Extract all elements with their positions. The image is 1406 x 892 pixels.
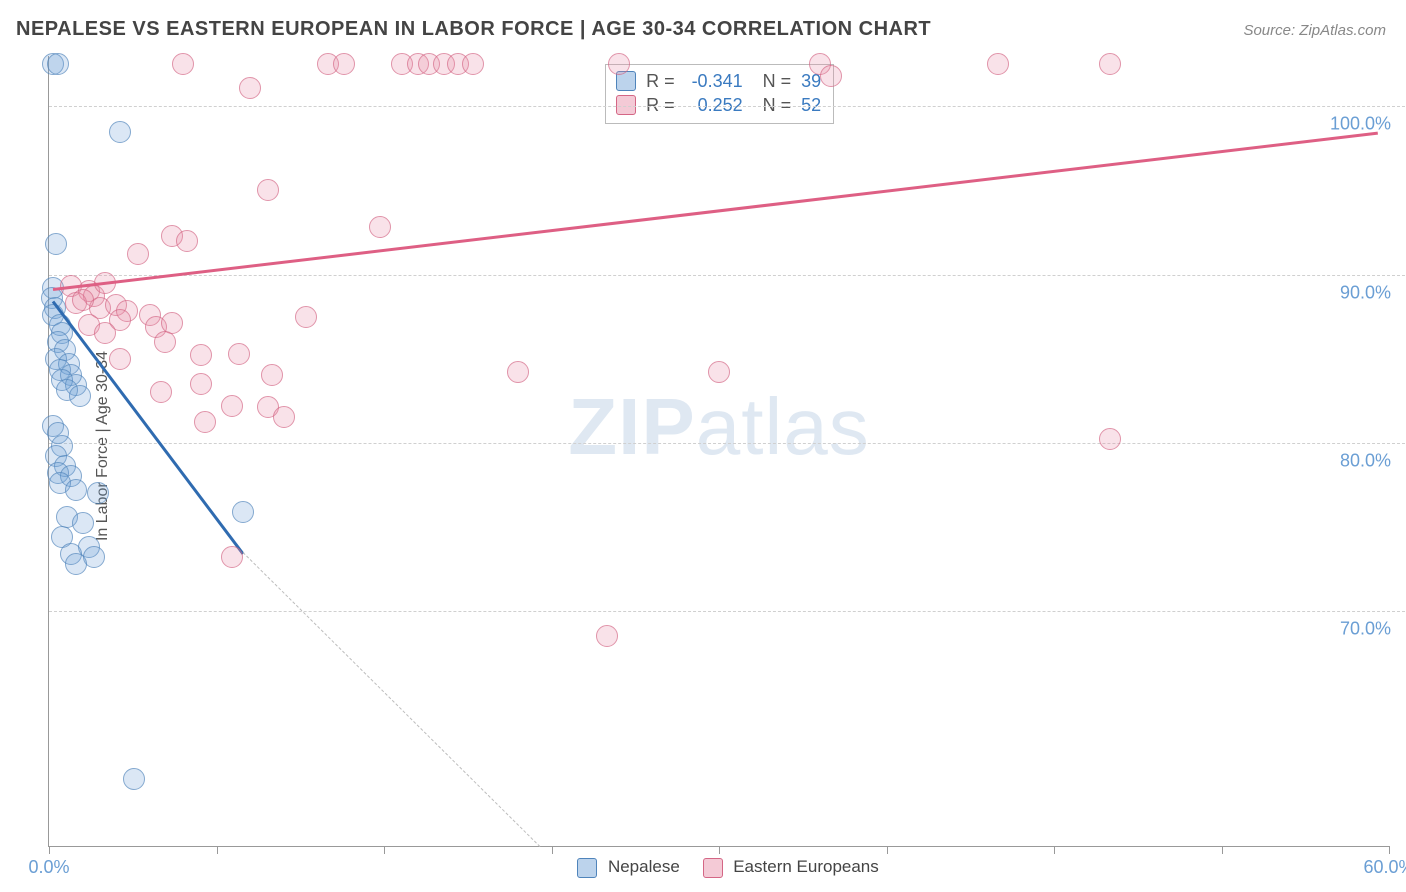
legend-r-value: -0.341 bbox=[685, 71, 743, 92]
legend-series-label: Nepalese bbox=[603, 857, 684, 876]
correlation-legend: R =-0.341N =39R =0.252N =52 bbox=[605, 64, 834, 124]
nepalese-point bbox=[65, 553, 87, 575]
eastern-europeans-point bbox=[109, 348, 131, 370]
eastern-europeans-point bbox=[239, 77, 261, 99]
trend-line bbox=[243, 552, 541, 847]
nepalese-point bbox=[47, 53, 69, 75]
x-tick bbox=[384, 846, 385, 854]
y-tick-label: 80.0% bbox=[1340, 450, 1391, 471]
eastern-europeans-point bbox=[261, 364, 283, 386]
legend-swatch bbox=[616, 95, 636, 115]
eastern-europeans-point bbox=[295, 306, 317, 328]
nepalese-point bbox=[69, 385, 91, 407]
nepalese-point bbox=[87, 482, 109, 504]
eastern-europeans-point bbox=[72, 289, 94, 311]
eastern-europeans-point bbox=[333, 53, 355, 75]
watermark: ZIPatlas bbox=[568, 381, 869, 473]
eastern-europeans-point bbox=[150, 381, 172, 403]
x-tick bbox=[552, 846, 553, 854]
nepalese-point bbox=[109, 121, 131, 143]
legend-n-label: N = bbox=[763, 95, 792, 116]
eastern-europeans-point bbox=[820, 65, 842, 87]
x-tick bbox=[217, 846, 218, 854]
nepalese-point bbox=[232, 501, 254, 523]
legend-n-value: 52 bbox=[801, 95, 821, 116]
watermark-bold: ZIP bbox=[568, 382, 695, 471]
x-tick bbox=[887, 846, 888, 854]
x-tick bbox=[719, 846, 720, 854]
gridline bbox=[49, 611, 1405, 612]
x-tick-label: 60.0% bbox=[1363, 857, 1406, 878]
eastern-europeans-point bbox=[462, 53, 484, 75]
eastern-europeans-point bbox=[708, 361, 730, 383]
eastern-europeans-point bbox=[221, 395, 243, 417]
x-tick-label: 0.0% bbox=[28, 857, 69, 878]
x-tick bbox=[1222, 846, 1223, 854]
eastern-europeans-point bbox=[176, 230, 198, 252]
y-tick-label: 90.0% bbox=[1340, 282, 1391, 303]
scatter-plot: ZIPatlas R =-0.341N =39R =0.252N =52 Nep… bbox=[48, 56, 1389, 847]
nepalese-point bbox=[65, 479, 87, 501]
eastern-europeans-point bbox=[190, 373, 212, 395]
x-tick bbox=[1054, 846, 1055, 854]
eastern-europeans-point bbox=[273, 406, 295, 428]
legend-n-label: N = bbox=[763, 71, 792, 92]
eastern-europeans-point bbox=[987, 53, 1009, 75]
y-tick-label: 100.0% bbox=[1330, 114, 1391, 135]
legend-swatch bbox=[577, 858, 597, 878]
eastern-europeans-point bbox=[1099, 428, 1121, 450]
legend-series-label: Eastern Europeans bbox=[729, 857, 879, 876]
legend-r-label: R = bbox=[646, 95, 675, 116]
eastern-europeans-point bbox=[596, 625, 618, 647]
eastern-europeans-point bbox=[190, 344, 212, 366]
eastern-europeans-point bbox=[194, 411, 216, 433]
nepalese-point bbox=[45, 233, 67, 255]
x-tick bbox=[49, 846, 50, 854]
nepalese-point bbox=[72, 512, 94, 534]
gridline bbox=[49, 443, 1405, 444]
gridline bbox=[49, 106, 1405, 107]
series-legend: Nepalese Eastern Europeans bbox=[49, 857, 1389, 878]
eastern-europeans-point bbox=[1099, 53, 1121, 75]
eastern-europeans-point bbox=[608, 53, 630, 75]
legend-r-label: R = bbox=[646, 71, 675, 92]
eastern-europeans-point bbox=[154, 331, 176, 353]
watermark-rest: atlas bbox=[696, 382, 870, 471]
nepalese-point bbox=[123, 768, 145, 790]
legend-row-eastern-europeans: R = 0.252 N = 52 bbox=[616, 93, 821, 117]
legend-r-value: 0.252 bbox=[685, 95, 743, 116]
eastern-europeans-point bbox=[228, 343, 250, 365]
eastern-europeans-point bbox=[221, 546, 243, 568]
gridline bbox=[49, 275, 1405, 276]
chart-title: NEPALESE VS EASTERN EUROPEAN IN LABOR FO… bbox=[16, 18, 931, 41]
eastern-europeans-point bbox=[257, 179, 279, 201]
eastern-europeans-point bbox=[507, 361, 529, 383]
source-label: Source: ZipAtlas.com bbox=[1243, 22, 1386, 39]
x-tick bbox=[1389, 846, 1390, 854]
eastern-europeans-point bbox=[127, 243, 149, 265]
eastern-europeans-point bbox=[369, 216, 391, 238]
trend-line bbox=[53, 132, 1378, 291]
legend-row-nepalese: R =-0.341N =39 bbox=[616, 69, 821, 93]
eastern-europeans-point bbox=[94, 322, 116, 344]
legend-swatch bbox=[703, 858, 723, 878]
eastern-europeans-point bbox=[172, 53, 194, 75]
y-tick-label: 70.0% bbox=[1340, 618, 1391, 639]
